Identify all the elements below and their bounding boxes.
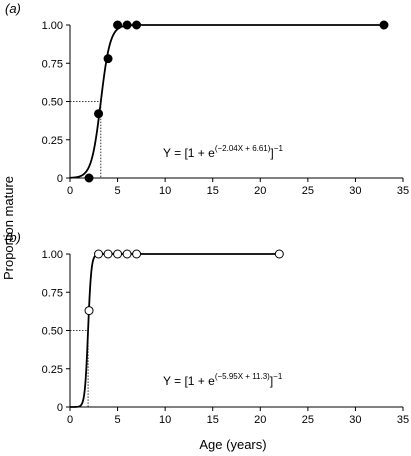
data-point [113,249,123,259]
panel-label: (b) [5,230,21,245]
equation-part: (−5.95X + 11.3) [215,372,270,381]
x-axis-title: Age (years) [199,437,266,452]
data-point [113,20,123,30]
y-tick-label: 1.00 [42,249,63,261]
y-tick-label: 0.25 [42,135,63,147]
y-tick-label: 0.75 [42,58,63,70]
x-tick-label: 35 [397,414,409,426]
equation-part: Y = [1 + e [163,374,215,388]
x-tick-label: 5 [115,185,121,197]
x-tick-label: 25 [302,185,314,197]
panel-a: (a) 0 0.25 0.50 0.75 1.00 0 5 10 15 20 25 30 35 Y = [1… [5,1,409,197]
data-point [274,249,284,259]
data-point [84,306,94,316]
data-point [84,173,94,183]
data-point [132,249,142,259]
x-tick-label: 10 [159,414,171,426]
half-maturity-guide [70,330,89,407]
data-point [94,249,104,259]
x-tick-label: 35 [397,185,409,197]
x-tick-label: 5 [115,414,121,426]
x-tick-label: 30 [349,185,361,197]
y-tick-label: 0.50 [42,97,63,109]
x-tick-label: 20 [254,414,266,426]
panel-label: (a) [5,1,21,16]
data-point [122,249,132,259]
data-point [132,20,142,30]
equation-part: ] [270,146,273,160]
data-point [94,109,104,119]
curve-equation: Y = [1 + e(−2.04X + 6.61)]−1 [163,144,283,160]
curve-equation: Y = [1 + e(−5.95X + 11.3)]−1 [163,372,283,388]
x-tick-label: 10 [159,185,171,197]
equation-part: ] [270,374,273,388]
data-point [103,54,113,64]
equation-part: −1 [273,372,283,381]
x-tick-label: 15 [207,414,219,426]
panel-b: (b) 0 0.25 0.50 0.75 1.00 0 5 10 15 20 25 30 35 Y = [1… [5,230,409,426]
y-tick-label: 0 [57,402,63,414]
y-tick-label: 0 [57,173,63,185]
data-point [379,20,389,30]
fitted-curve [69,24,384,179]
y-tick-label: 0.75 [42,287,63,299]
y-tick-label: 0.50 [42,326,63,338]
x-tick-label: 0 [67,414,73,426]
y-axis-title: Proportion mature [1,176,16,280]
x-tick-label: 30 [349,414,361,426]
x-tick-label: 25 [302,414,314,426]
data-point [103,249,113,259]
equation-part: −1 [274,144,284,153]
x-tick-label: 0 [67,185,73,197]
equation-part: Y = [1 + e [163,146,215,160]
x-tick-label: 15 [207,185,219,197]
data-point [122,20,132,30]
equation-part: (−2.04X + 6.61) [215,144,271,153]
y-tick-label: 0.25 [42,364,63,376]
x-tick-label: 20 [254,185,266,197]
y-tick-label: 1.00 [42,20,63,32]
